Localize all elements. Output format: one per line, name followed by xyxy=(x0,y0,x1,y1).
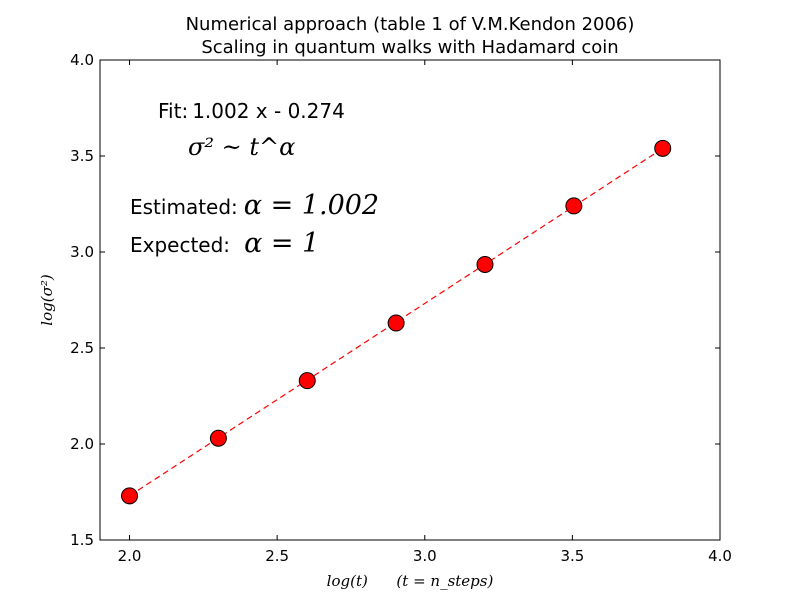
y-axis-label: log(σ²) xyxy=(38,274,56,326)
y-tick-label: 3.0 xyxy=(70,243,94,261)
chart-subtitle: Scaling in quantum walks with Hadamard c… xyxy=(201,37,618,58)
expected-label: Expected: xyxy=(130,233,230,257)
x-axis-label: log(t) (t = n_steps) xyxy=(327,572,494,590)
law-annotation: σ² ~ t^α xyxy=(188,133,295,161)
data-point xyxy=(121,487,139,505)
x-tick-label: 2.5 xyxy=(265,547,289,565)
axis-ticks xyxy=(100,59,721,541)
chart-title: Numerical approach (table 1 of V.M.Kendo… xyxy=(186,14,635,35)
fit-annotation: Fit: 1.002 x - 0.274 xyxy=(158,99,345,123)
expected-value: α = 1 xyxy=(244,228,319,259)
plot-area xyxy=(99,59,721,541)
y-tick-label: 2.0 xyxy=(70,435,94,453)
x-tick-label: 2.0 xyxy=(118,547,142,565)
x-tick-label: 4.0 xyxy=(708,547,732,565)
expected-annotation: Expected: α = 1 xyxy=(130,228,319,259)
x-tick-label: 3.0 xyxy=(413,547,437,565)
x-tick-label: 3.5 xyxy=(560,547,584,565)
data-point xyxy=(298,372,316,390)
estimated-value: α = 1.002 xyxy=(244,190,379,221)
data-point xyxy=(387,314,405,332)
fit-equation: 1.002 x - 0.274 xyxy=(192,99,345,123)
data-point xyxy=(565,197,583,215)
y-tick-label: 1.5 xyxy=(70,531,94,549)
axis-tick-labels: 2.0 2.5 3.0 3.5 4.0 1.5 2.0 2.5 3.0 3.5 4.0 xyxy=(70,51,732,565)
y-tick-label: 3.5 xyxy=(70,147,94,165)
y-tick-label: 2.5 xyxy=(70,339,94,357)
data-point xyxy=(476,255,494,273)
estimated-annotation: Estimated: α = 1.002 xyxy=(130,190,379,221)
fit-label: Fit: xyxy=(158,99,188,123)
data-point xyxy=(654,139,672,157)
estimated-label: Estimated: xyxy=(130,195,238,219)
data-points xyxy=(121,139,672,505)
y-tick-label: 4.0 xyxy=(70,51,94,69)
data-point xyxy=(209,429,227,447)
